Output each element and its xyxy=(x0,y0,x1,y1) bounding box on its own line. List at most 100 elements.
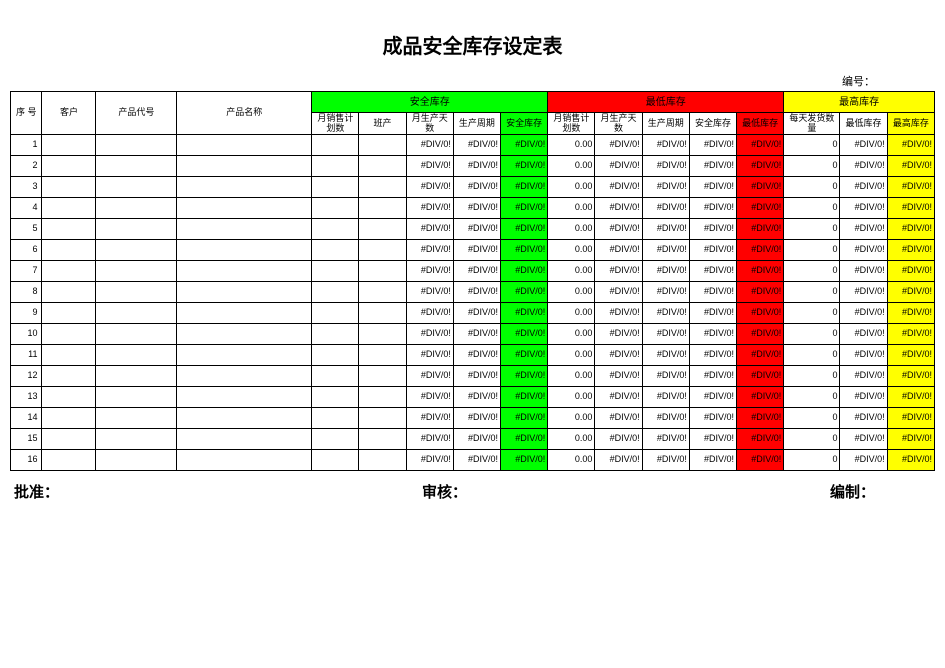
cell-prod-name xyxy=(177,429,312,450)
cell-c14: #DIV/0! xyxy=(737,240,784,261)
cell-c7: #DIV/0! xyxy=(406,429,453,450)
cell-c8: #DIV/0! xyxy=(453,135,500,156)
cell-prod-name xyxy=(177,282,312,303)
cell-c15: 0 xyxy=(784,408,840,429)
cell-c8: #DIV/0! xyxy=(453,450,500,471)
footer-review: 审核： xyxy=(422,481,467,502)
cell-seq: 16 xyxy=(11,450,42,471)
cell-c16: #DIV/0! xyxy=(840,177,887,198)
cell-c6 xyxy=(359,261,406,282)
cell-prod-name xyxy=(177,324,312,345)
cell-c8: #DIV/0! xyxy=(453,240,500,261)
cell-c11: #DIV/0! xyxy=(595,429,642,450)
cell-c7: #DIV/0! xyxy=(406,198,453,219)
cell-c16: #DIV/0! xyxy=(840,345,887,366)
cell-c11: #DIV/0! xyxy=(595,303,642,324)
cell-c6 xyxy=(359,240,406,261)
cell-c14: #DIV/0! xyxy=(737,156,784,177)
hdr-high-group: 最高库存 xyxy=(784,92,935,113)
cell-prod-code xyxy=(96,324,177,345)
hdr-safe-group: 安全库存 xyxy=(312,92,548,113)
cell-c17: #DIV/0! xyxy=(887,303,934,324)
cell-c12: #DIV/0! xyxy=(642,219,689,240)
hdr-c13: 安全库存 xyxy=(689,113,736,135)
cell-c8: #DIV/0! xyxy=(453,303,500,324)
cell-c5 xyxy=(312,156,359,177)
cell-customer xyxy=(42,324,96,345)
cell-customer xyxy=(42,219,96,240)
cell-c11: #DIV/0! xyxy=(595,366,642,387)
cell-c16: #DIV/0! xyxy=(840,282,887,303)
cell-c10: 0.00 xyxy=(548,408,595,429)
table-row: 16#DIV/0!#DIV/0!#DIV/0!0.00#DIV/0!#DIV/0… xyxy=(11,450,935,471)
cell-c12: #DIV/0! xyxy=(642,156,689,177)
cell-prod-code xyxy=(96,156,177,177)
cell-c6 xyxy=(359,282,406,303)
cell-c8: #DIV/0! xyxy=(453,198,500,219)
cell-c11: #DIV/0! xyxy=(595,177,642,198)
cell-c8: #DIV/0! xyxy=(453,219,500,240)
cell-c11: #DIV/0! xyxy=(595,408,642,429)
cell-c13: #DIV/0! xyxy=(689,303,736,324)
cell-c15: 0 xyxy=(784,429,840,450)
cell-c14: #DIV/0! xyxy=(737,408,784,429)
cell-customer xyxy=(42,429,96,450)
hdr-c14: 最低库存 xyxy=(737,113,784,135)
cell-prod-code xyxy=(96,240,177,261)
table-row: 6#DIV/0!#DIV/0!#DIV/0!0.00#DIV/0!#DIV/0!… xyxy=(11,240,935,261)
cell-c6 xyxy=(359,408,406,429)
cell-c13: #DIV/0! xyxy=(689,366,736,387)
table-row: 4#DIV/0!#DIV/0!#DIV/0!0.00#DIV/0!#DIV/0!… xyxy=(11,198,935,219)
cell-c16: #DIV/0! xyxy=(840,156,887,177)
cell-seq: 1 xyxy=(11,135,42,156)
cell-prod-name xyxy=(177,345,312,366)
cell-c7: #DIV/0! xyxy=(406,282,453,303)
cell-prod-code xyxy=(96,408,177,429)
cell-c6 xyxy=(359,345,406,366)
cell-c8: #DIV/0! xyxy=(453,408,500,429)
cell-c5 xyxy=(312,177,359,198)
cell-prod-name xyxy=(177,156,312,177)
cell-c11: #DIV/0! xyxy=(595,345,642,366)
cell-c10: 0.00 xyxy=(548,387,595,408)
cell-seq: 14 xyxy=(11,408,42,429)
cell-c6 xyxy=(359,219,406,240)
cell-c8: #DIV/0! xyxy=(453,282,500,303)
footer-compile: 编制： xyxy=(830,481,875,502)
hdr-c9: 安全库存 xyxy=(501,113,548,135)
cell-c13: #DIV/0! xyxy=(689,345,736,366)
cell-c15: 0 xyxy=(784,282,840,303)
cell-c5 xyxy=(312,261,359,282)
cell-c9: #DIV/0! xyxy=(501,429,548,450)
cell-prod-code xyxy=(96,303,177,324)
cell-c5 xyxy=(312,408,359,429)
cell-prod-name xyxy=(177,219,312,240)
cell-c16: #DIV/0! xyxy=(840,324,887,345)
cell-c5 xyxy=(312,387,359,408)
cell-c15: 0 xyxy=(784,219,840,240)
cell-c17: #DIV/0! xyxy=(887,219,934,240)
cell-c16: #DIV/0! xyxy=(840,429,887,450)
cell-c5 xyxy=(312,198,359,219)
cell-c16: #DIV/0! xyxy=(840,135,887,156)
cell-c14: #DIV/0! xyxy=(737,387,784,408)
cell-c13: #DIV/0! xyxy=(689,387,736,408)
cell-c13: #DIV/0! xyxy=(689,177,736,198)
cell-c17: #DIV/0! xyxy=(887,408,934,429)
cell-c14: #DIV/0! xyxy=(737,177,784,198)
cell-c12: #DIV/0! xyxy=(642,240,689,261)
cell-c17: #DIV/0! xyxy=(887,240,934,261)
serial-label: 编号： xyxy=(842,73,875,89)
cell-c15: 0 xyxy=(784,345,840,366)
cell-seq: 11 xyxy=(11,345,42,366)
cell-prod-code xyxy=(96,282,177,303)
cell-seq: 12 xyxy=(11,366,42,387)
cell-customer xyxy=(42,408,96,429)
hdr-prod-name: 产品名称 xyxy=(177,92,312,135)
cell-c15: 0 xyxy=(784,261,840,282)
table-row: 15#DIV/0!#DIV/0!#DIV/0!0.00#DIV/0!#DIV/0… xyxy=(11,429,935,450)
cell-customer xyxy=(42,303,96,324)
cell-c14: #DIV/0! xyxy=(737,282,784,303)
cell-prod-name xyxy=(177,177,312,198)
footer-row: 批准： 审核： 编制： xyxy=(10,481,935,502)
